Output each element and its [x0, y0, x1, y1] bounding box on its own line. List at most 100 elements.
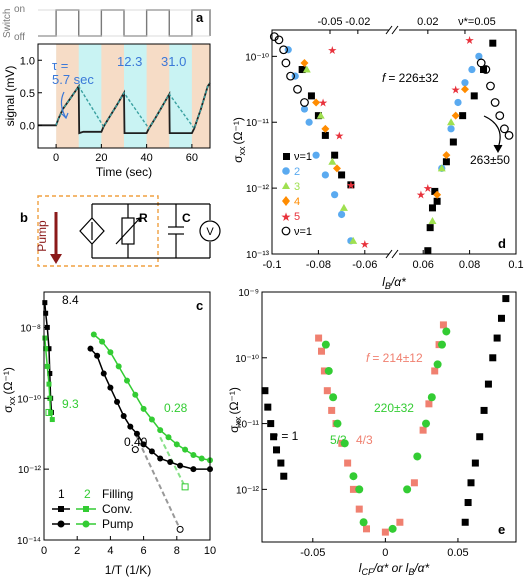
point-open: [486, 81, 495, 91]
point-e-black: [467, 479, 475, 487]
x-axis-label-a: Time (sec): [96, 165, 152, 179]
y-tick-label-e: 10⁻⁹: [238, 288, 259, 299]
point-e-green: [437, 340, 446, 349]
y-axis-label-c: σxx(Ω⁻¹): [1, 367, 17, 413]
y-ticks-c: 10⁻⁸ 10⁻¹⁰ 10⁻¹² 10⁻¹⁴: [17, 323, 49, 547]
data-point-c: [140, 405, 147, 412]
data-point-c: [177, 462, 184, 469]
y-tick-label-c: 10⁻¹²: [18, 465, 42, 476]
y-axis-label-d: σxx(Ω⁻¹): [231, 117, 247, 163]
data-point-c: [107, 349, 114, 356]
data-point-c: [190, 466, 197, 473]
data-point-c: [182, 446, 189, 453]
svg-text:ν=1: ν=1: [294, 226, 312, 238]
svg-text:σxx(Ω⁻¹): σxx(Ω⁻¹): [1, 367, 17, 413]
tau-arrow: [60, 91, 67, 119]
point-e-green: [333, 419, 342, 428]
point-nu5: ★: [360, 239, 370, 251]
data-point-c: [114, 398, 121, 405]
svg-text:2: 2: [294, 166, 300, 178]
data-point-c: [115, 363, 122, 370]
point-nu3: [437, 164, 446, 172]
x-tick-label-a: 40: [141, 152, 153, 164]
point-e-green: [321, 340, 330, 349]
point-e-green: [433, 360, 442, 369]
x-tick-label-c: 10: [204, 545, 216, 557]
point-e-salmon: [355, 505, 363, 513]
data-point-c: [46, 346, 52, 352]
label-040: 0.40: [124, 435, 148, 449]
panel-label-e: e: [498, 522, 505, 537]
point-e-salmon: [349, 485, 357, 493]
point-open: [500, 124, 509, 134]
y-tick-label-a: 0.0: [20, 120, 35, 132]
point-open: [274, 35, 284, 45]
nu-label-e: ν = 1: [272, 429, 299, 443]
point-nu1: [470, 92, 478, 100]
point-e-salmon: [315, 334, 323, 342]
tau-text: τ =: [52, 58, 68, 73]
top-tick-label-d: ν*=0.05: [458, 16, 496, 28]
point-nu1: [424, 247, 432, 255]
point-nu3: [316, 111, 325, 119]
point-e-green: [388, 524, 397, 533]
point-e-black: [264, 403, 272, 411]
point-nu4: [300, 58, 309, 67]
switch-off-label: off: [14, 32, 25, 43]
point-e-salmon: [439, 321, 447, 329]
x-tick-label-c: 4: [107, 545, 113, 557]
point-open: [504, 131, 514, 140]
point-e-black: [502, 295, 510, 303]
data-point-c: [148, 416, 155, 423]
point-nu1: [480, 66, 488, 74]
point-nu1: [338, 171, 346, 179]
switch-on-label: on: [14, 4, 25, 15]
x-tick-label-d: -0.08: [306, 259, 331, 271]
x-tick-label-d: 0.08: [459, 259, 480, 271]
panel-e: -0.05 0 0.05 10⁻⁹ 10⁻¹⁰ 10⁻¹¹ 10⁻¹² e lCF/α* …: [227, 288, 517, 577]
data-point-c: [190, 451, 197, 458]
x-tick-label-c: 0: [41, 545, 47, 557]
fit-arrow-head-d: [493, 144, 503, 154]
y-ticks-e: 10⁻⁹ 10⁻¹⁰ 10⁻¹¹ 10⁻¹²: [235, 288, 267, 496]
point-open: [279, 45, 289, 55]
point-e-green: [340, 439, 349, 448]
point-nu1: [459, 112, 467, 120]
point-e-black: [489, 354, 497, 362]
point-open: [293, 84, 302, 94]
tau-value-3: 31.0: [161, 54, 186, 69]
point-nu1: [489, 39, 497, 47]
tau-value-1: 5.7 sec: [52, 72, 94, 87]
axis-break-bottom-2: [391, 249, 399, 259]
y-tick-label-d: 10⁻¹⁰: [245, 52, 269, 63]
plot-a-frame: [37, 43, 211, 149]
axis-break-top-2: [391, 25, 399, 35]
point-nu1: [449, 138, 457, 146]
point-e-salmon: [381, 528, 389, 536]
point-nu2: [475, 52, 483, 60]
point-e-green: [359, 518, 368, 527]
x-ticks-c: 0 2 4 6 8 10: [41, 536, 216, 557]
point-open: [286, 71, 295, 81]
axis-break-bottom-1: [385, 249, 393, 259]
data-point-c: [173, 441, 180, 448]
point-e-salmon: [328, 406, 336, 414]
point-nu1: [298, 66, 306, 74]
svg-text:Conv.: Conv.: [102, 502, 132, 516]
c-label: C: [182, 211, 191, 225]
y-tick-label-a: 0.5: [20, 88, 35, 100]
point-nu1: [426, 224, 434, 232]
svg-text:Pump: Pump: [102, 517, 134, 531]
label-028: 0.28: [164, 401, 188, 415]
pump-box: [37, 195, 159, 267]
data-point-c: [157, 455, 164, 462]
data-point-c: [167, 459, 174, 466]
panel-label-d: d: [498, 236, 506, 251]
point-e-black: [273, 446, 281, 454]
x-axis-label-d: lB/α*: [382, 275, 406, 291]
point-e-salmon: [410, 479, 418, 487]
point-open: [300, 98, 309, 107]
x-tick-label-e: 0.05: [447, 547, 468, 559]
svg-text:2: 2: [84, 487, 91, 501]
